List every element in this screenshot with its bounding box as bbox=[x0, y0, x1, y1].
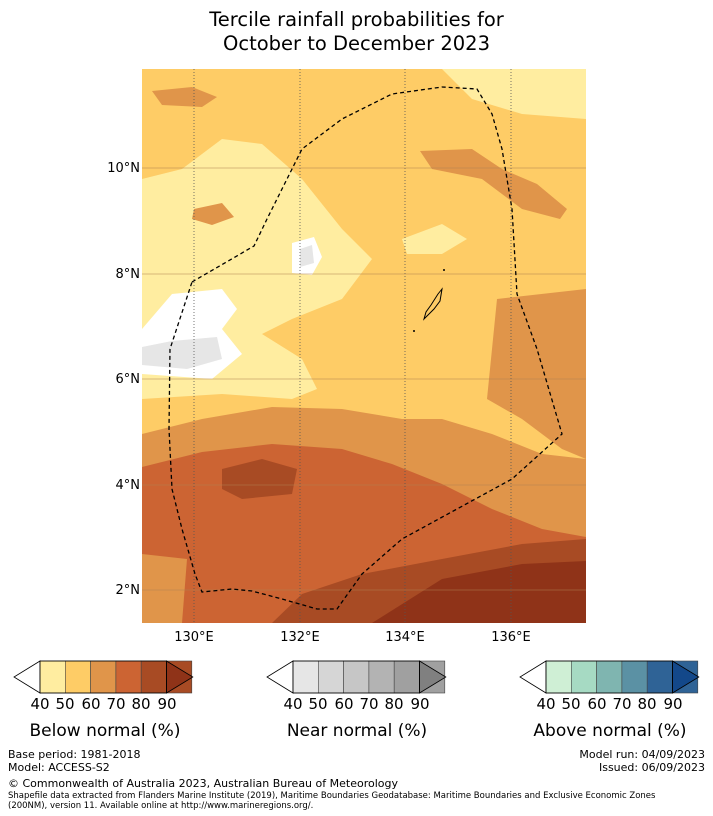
cb-tick: 70 bbox=[106, 695, 126, 713]
colorbar-swatch bbox=[646, 660, 673, 694]
colorbar-swatch bbox=[621, 660, 648, 694]
colorbar-swatch bbox=[570, 660, 597, 694]
x-tick-label: 132°E bbox=[280, 630, 320, 645]
cb-tick: 90 bbox=[157, 695, 177, 713]
map-title-line2: October to December 2023 bbox=[223, 32, 490, 55]
colorbar-below-normal bbox=[13, 660, 194, 694]
x-tick-label: 130°E bbox=[174, 630, 214, 645]
near-normal-grey-west bbox=[142, 337, 222, 369]
model-run: Model run: 04/09/2023 bbox=[579, 748, 705, 761]
colorbar-title-above: Above normal (%) bbox=[533, 721, 687, 741]
colorbar-swatch bbox=[545, 660, 572, 694]
y-tick-label: 10°N bbox=[107, 161, 140, 176]
orange-patch-small bbox=[192, 203, 234, 225]
cb-tick: 40 bbox=[30, 695, 50, 713]
map-title-line1: Tercile rainfall probabilities for bbox=[209, 8, 504, 31]
colorbar-title-below: Below normal (%) bbox=[29, 721, 181, 741]
colorbar-swatch bbox=[317, 660, 344, 694]
cb-tick: 60 bbox=[587, 695, 607, 713]
y-tick-label: 8°N bbox=[115, 267, 141, 282]
near-normal-grey-center bbox=[300, 245, 314, 267]
colorbar-under-arrow bbox=[13, 660, 41, 694]
y-tick-label: 4°N bbox=[115, 478, 141, 493]
shapefile-credit-line1: Shapefile data extracted from Flanders M… bbox=[8, 791, 656, 801]
y-tick-label: 6°N bbox=[115, 372, 141, 387]
colorbar-swatch bbox=[115, 660, 142, 694]
pale-patch-center bbox=[402, 224, 467, 254]
eez-boundary bbox=[168, 86, 563, 610]
colorbar-under-arrow bbox=[519, 660, 547, 694]
issued-date: Issued: 06/09/2023 bbox=[598, 761, 705, 774]
orange-patch-top-right bbox=[420, 149, 567, 219]
cb-tick: 50 bbox=[55, 695, 75, 713]
copyright: © Commonwealth of Australia 2023, Austra… bbox=[8, 777, 398, 790]
colorbar-frame bbox=[39, 660, 167, 694]
palau-islands bbox=[422, 287, 443, 321]
colorbar-swatch bbox=[596, 660, 623, 694]
band-80-90-spot bbox=[222, 459, 297, 499]
colorbar-above-normal bbox=[519, 660, 700, 694]
orange-patch-top-left bbox=[152, 87, 217, 107]
cb-tick: 40 bbox=[283, 695, 303, 713]
probability-map bbox=[142, 69, 586, 623]
base-period: Base period: 1981-2018 bbox=[8, 748, 141, 761]
cb-tick: 70 bbox=[359, 695, 379, 713]
colorbar-under-arrow bbox=[266, 660, 294, 694]
cb-tick: 80 bbox=[637, 695, 657, 713]
x-tick-label: 134°E bbox=[385, 630, 425, 645]
island-dot-south bbox=[413, 330, 415, 332]
cb-tick: 90 bbox=[663, 695, 683, 713]
cb-tick: 80 bbox=[131, 695, 151, 713]
colorbar-frame bbox=[292, 660, 420, 694]
colorbar-near-normal bbox=[266, 660, 447, 694]
cb-tick: 50 bbox=[561, 695, 581, 713]
island-dot-north bbox=[443, 269, 445, 271]
cb-tick: 60 bbox=[81, 695, 101, 713]
cb-tick: 90 bbox=[410, 695, 430, 713]
colorbar-swatch bbox=[90, 660, 117, 694]
colorbar-swatch bbox=[393, 660, 420, 694]
pale-region-northeast bbox=[442, 69, 586, 119]
colorbar-swatch bbox=[39, 660, 66, 694]
x-tick-label: 136°E bbox=[491, 630, 531, 645]
colorbar-title-near: Near normal (%) bbox=[286, 721, 428, 741]
colorbar-swatch bbox=[368, 660, 395, 694]
colorbar-swatch bbox=[343, 660, 370, 694]
cb-tick: 40 bbox=[536, 695, 556, 713]
cb-tick: 70 bbox=[612, 695, 632, 713]
cb-tick: 50 bbox=[308, 695, 328, 713]
cb-tick: 80 bbox=[384, 695, 404, 713]
colorbar-swatch bbox=[140, 660, 167, 694]
model-name: Model: ACCESS-S2 bbox=[8, 761, 110, 774]
band-90-plus bbox=[372, 561, 586, 623]
colorbar-frame bbox=[545, 660, 673, 694]
y-tick-label: 2°N bbox=[115, 583, 141, 598]
shapefile-credit-line2: (200NM), version 11. Available online at… bbox=[8, 801, 314, 811]
colorbar-swatch bbox=[64, 660, 91, 694]
colorbar-swatch bbox=[292, 660, 319, 694]
orange-patch-mid-right bbox=[487, 289, 586, 459]
cb-tick: 60 bbox=[334, 695, 354, 713]
